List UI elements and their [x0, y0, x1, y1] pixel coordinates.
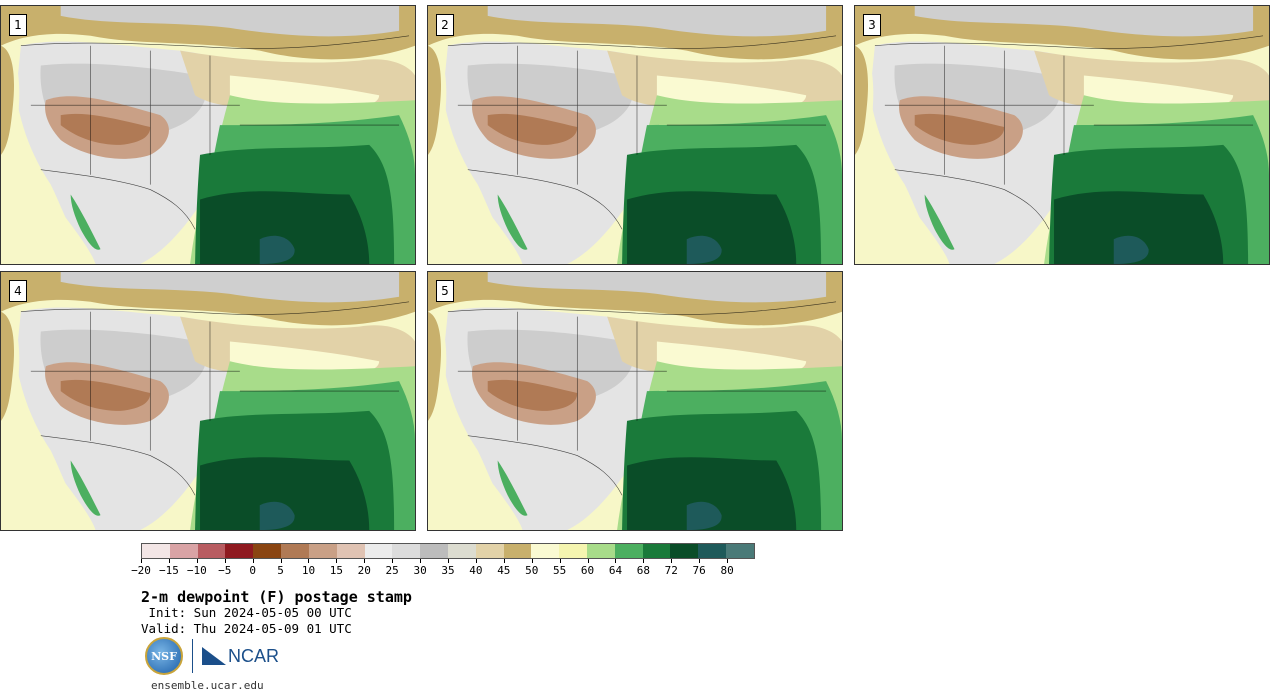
- colorbar-segment: [197, 544, 226, 558]
- colorbar-tick-mark: [280, 559, 282, 563]
- map-1: [1, 6, 415, 264]
- colorbar-tick-mark: [671, 559, 673, 563]
- colorbar-segment: [392, 544, 421, 558]
- ncar-logo-text: NCAR: [228, 645, 280, 666]
- colorbar-segment: [531, 544, 560, 558]
- colorbar-segment: [559, 544, 587, 558]
- panel-label-2: 2: [436, 14, 454, 36]
- colorbar-segment: [642, 544, 671, 558]
- colorbar-tick-label: 72: [664, 564, 678, 577]
- init-time: Init: Sun 2024-05-05 00 UTC: [141, 605, 352, 620]
- colorbar: [141, 543, 755, 559]
- colorbar-tick-mark: [420, 559, 422, 563]
- colorbar-tick-mark: [531, 559, 533, 563]
- colorbar-segment: [253, 544, 282, 558]
- colorbar-tick-label: −5: [218, 564, 232, 577]
- postage-stamp-4: 4: [0, 271, 416, 531]
- site-url: ensemble.ucar.edu: [151, 679, 264, 692]
- colorbar-tick-label: 10: [301, 564, 316, 577]
- colorbar-segment: [169, 544, 198, 558]
- colorbar-tick-mark: [252, 559, 254, 563]
- colorbar-tick-label: 50: [525, 564, 539, 577]
- colorbar-tick-mark: [392, 559, 394, 563]
- colorbar-tick-label: 0: [249, 564, 256, 577]
- colorbar-tick-label: −20: [131, 564, 151, 577]
- colorbar-tick-mark: [475, 559, 477, 563]
- colorbar-tick-label: 15: [329, 564, 343, 577]
- colorbar-tick-mark: [503, 559, 505, 563]
- colorbar-tick-mark: [364, 559, 366, 563]
- colorbar-tick-mark: [587, 559, 589, 563]
- map-4: [1, 272, 415, 530]
- colorbar-segment: [225, 544, 254, 558]
- colorbar-segment: [420, 544, 448, 558]
- colorbar-segment: [447, 544, 476, 558]
- panel-label-4: 4: [9, 280, 27, 302]
- colorbar-tick-labels: −20 −15 −10 −5 0 5 10 15 20 25 30 35 40 45 50 55 60 64 68 7…: [131, 564, 755, 578]
- colorbar-tick-label: 45: [497, 564, 511, 577]
- colorbar-segment: [587, 544, 615, 558]
- colorbar-tick-mark: [699, 559, 701, 563]
- colorbar-tick-label: 20: [357, 564, 371, 577]
- colorbar-segment: [308, 544, 337, 558]
- ncar-logo: NCAR: [202, 646, 279, 667]
- colorbar-segment: [475, 544, 504, 558]
- colorbar-tick-mark: [727, 559, 729, 563]
- colorbar-tick-mark: [643, 559, 645, 563]
- ncar-mark-icon: [202, 647, 226, 665]
- colorbar-tick-label: 30: [413, 564, 427, 577]
- colorbar-tick-label: 25: [385, 564, 399, 577]
- colorbar-tick-label: −15: [158, 564, 179, 577]
- colorbar-segment: [726, 544, 754, 558]
- logos: NSF NCAR: [145, 637, 279, 675]
- colorbar-tick-mark: [448, 559, 449, 563]
- colorbar-segment: [364, 544, 393, 558]
- colorbar-tick-label: 60: [580, 564, 595, 577]
- colorbar-tick-label: 40: [469, 564, 483, 577]
- postage-stamp-3: 3: [854, 5, 1270, 265]
- colorbar-tick-label: 35: [441, 564, 455, 577]
- colorbar-segment: [614, 544, 643, 558]
- colorbar-tick-mark: [196, 559, 198, 563]
- panel-label-5: 5: [436, 280, 454, 302]
- colorbar-tick-label: 64: [608, 564, 623, 577]
- colorbar-tick-label: 76: [692, 564, 706, 577]
- colorbar-tick-marks: [141, 559, 755, 563]
- colorbar-tick-label: 5: [277, 564, 284, 577]
- colorbar-tick-label: −10: [186, 564, 207, 577]
- nsf-logo-icon: NSF: [145, 637, 183, 675]
- colorbar-tick-label: 68: [636, 564, 650, 577]
- chart-title: 2-m dewpoint (F) postage stamp: [141, 588, 412, 606]
- postage-stamp-2: 2: [427, 5, 843, 265]
- map-3: [855, 6, 1269, 264]
- panel-label-3: 3: [863, 14, 881, 36]
- nsf-logo-text: NSF: [151, 649, 177, 663]
- postage-stamp-5: 5: [427, 271, 843, 531]
- colorbar-segment: [503, 544, 532, 558]
- colorbar-tick-label: 80: [720, 564, 734, 577]
- colorbar-segment: [281, 544, 309, 558]
- map-5: [428, 272, 842, 530]
- colorbar-tick-label: 55: [553, 564, 567, 577]
- colorbar-tick-mark: [141, 559, 142, 563]
- colorbar-segment: [336, 544, 365, 558]
- valid-time: Valid: Thu 2024-05-09 01 UTC: [141, 621, 352, 636]
- colorbar-segment: [698, 544, 727, 558]
- colorbar-tick-mark: [168, 559, 170, 563]
- colorbar-segment: [142, 544, 170, 558]
- colorbar-tick-mark: [224, 559, 226, 563]
- colorbar-tick-mark: [308, 559, 310, 563]
- colorbar-segment: [670, 544, 699, 558]
- panel-label-1: 1: [9, 14, 27, 36]
- map-2: [428, 6, 842, 264]
- colorbar-tick-mark: [336, 559, 338, 563]
- colorbar-tick-mark: [615, 559, 617, 563]
- colorbar-tick-mark: [559, 559, 561, 563]
- postage-stamp-1: 1: [0, 5, 416, 265]
- logo-divider: [192, 639, 193, 673]
